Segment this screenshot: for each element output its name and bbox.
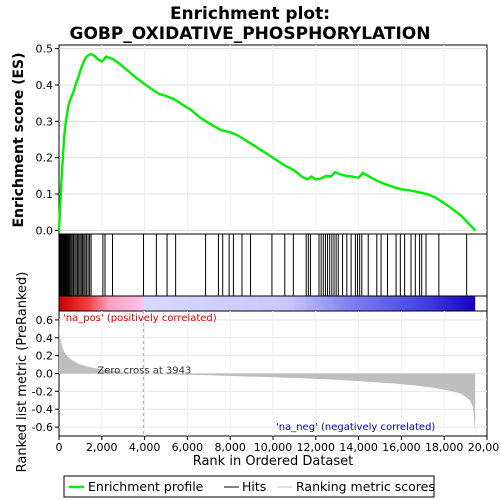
es-y-tick-label: 0.0 <box>36 224 54 237</box>
es-y-axis-ticks: 0.0 0.1 0.2 0.3 0.4 0.5 <box>36 43 59 237</box>
metric-y-tick-label: 0.6 <box>36 314 54 327</box>
chart-title-line1: Enrichment plot: <box>170 4 330 24</box>
x-tick-label: 18,000 <box>425 441 464 454</box>
es-y-tick-label: 0.1 <box>36 188 54 201</box>
na-pos-label: 'na_pos' (positively correlated) <box>63 313 217 324</box>
enrichment-profile-line <box>57 52 477 232</box>
na-neg-label: 'na_neg' (negatively correlated) <box>276 422 435 433</box>
zero-cross-label: Zero cross at 3943 <box>97 366 191 377</box>
metric-y-tick-label: 0.0 <box>36 368 54 381</box>
chart-title-line2: GOBP_OXIDATIVE_PHOSPHORYLATION <box>69 24 430 44</box>
rank-colorbar-panel <box>58 295 488 312</box>
es-gridlines <box>59 45 487 234</box>
hits-panel <box>58 233 488 297</box>
x-axis-label: Rank in Ordered Dataset <box>193 454 354 469</box>
x-tick-label: 4,000 <box>129 441 161 454</box>
metric-y-tick-label: 0.2 <box>36 350 54 363</box>
legend-label-ranking-metric: Ranking metric scores <box>296 479 435 494</box>
legend-label-enrichment-profile: Enrichment profile <box>88 479 204 494</box>
x-tick-label: 14,000 <box>339 441 378 454</box>
x-tick-label: 0 <box>56 441 63 454</box>
metric-y-axis-ticks: 0.6 0.4 0.2 0.0 -0.2 -0.4 -0.6 <box>32 314 59 434</box>
ranking-metric-area <box>59 318 476 435</box>
es-y-tick-label: 0.5 <box>36 43 54 56</box>
metric-y-axis-label: Ranked list metric (PreRanked) <box>15 272 30 473</box>
metric-y-tick-label: 0.4 <box>36 332 54 345</box>
x-tick-label: 10,000 <box>254 441 293 454</box>
x-tick-label: 2,000 <box>86 441 118 454</box>
es-panel: 0.0 0.1 0.2 0.3 0.4 0.5 Enrichment score (ES) <box>11 43 488 237</box>
metric-y-tick-label: -0.6 <box>32 421 53 434</box>
hits-lines <box>58 234 468 296</box>
hits-panel-frame <box>58 233 488 297</box>
x-tick-label: 16,000 <box>382 441 421 454</box>
es-y-tick-label: 0.2 <box>36 152 54 165</box>
es-y-axis-label: Enrichment score (ES) <box>11 52 27 227</box>
legend-label-hits: Hits <box>242 479 266 494</box>
rank-colorbar <box>59 296 476 311</box>
legend-frame <box>63 475 435 498</box>
x-tick-label: 6,000 <box>172 441 204 454</box>
metric-y-tick-label: -0.4 <box>32 403 53 416</box>
es-y-tick-label: 0.3 <box>36 115 54 128</box>
metric-panel: Zero cross at 3943 'na_pos' (positively … <box>15 272 488 473</box>
x-axis-ticks: 0 2,000 4,000 6,000 8,000 10,000 12,000 14,000 1… <box>56 436 500 454</box>
x-tick-label: 12,000 <box>297 441 336 454</box>
legend: Enrichment profile Hits Ranking metric s… <box>63 475 435 498</box>
metric-y-tick-label: -0.2 <box>32 385 53 398</box>
x-tick-label: 20,000 <box>468 441 500 454</box>
es-y-tick-label: 0.4 <box>36 79 54 92</box>
x-tick-label: 8,000 <box>214 441 246 454</box>
